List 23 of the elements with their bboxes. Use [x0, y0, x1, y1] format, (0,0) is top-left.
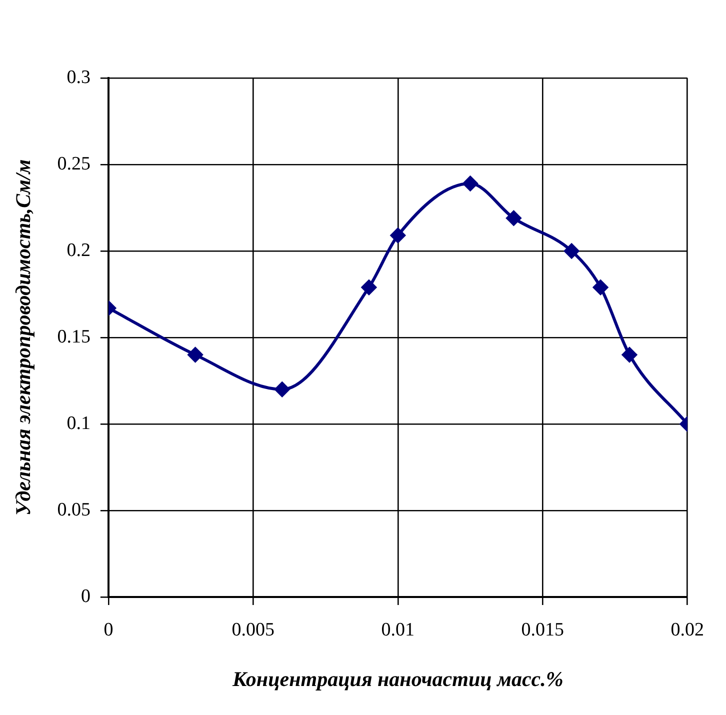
y-tick-label: 0.25: [57, 153, 90, 174]
y-tick-label: 0.1: [66, 412, 90, 434]
point: [274, 382, 290, 397]
point: [462, 176, 478, 192]
x-tick-label: 0.005: [232, 619, 275, 640]
point: [622, 347, 637, 362]
x-tick-label: 0.02: [670, 619, 704, 640]
x-tick-label: 0: [104, 619, 114, 640]
y-tick-label: 0.3: [66, 66, 90, 88]
y-tick-label: 0.15: [57, 326, 90, 348]
y-tick-label: 0: [80, 586, 90, 607]
y-tick-label: 0.05: [57, 499, 90, 520]
point: [390, 228, 406, 243]
point: [361, 280, 376, 295]
point: [564, 244, 580, 258]
y-tick-label: 0.2: [66, 240, 90, 261]
x-tick-label: 0.015: [521, 619, 564, 640]
point: [188, 347, 203, 362]
y-axis-title: Удельная электропроводимость,См/м: [11, 159, 36, 516]
point: [506, 210, 522, 226]
x-tick-label: 0.01: [381, 619, 415, 640]
x-axis-title: Концентрация наночастиц масс.%: [231, 666, 564, 691]
point: [593, 280, 608, 295]
